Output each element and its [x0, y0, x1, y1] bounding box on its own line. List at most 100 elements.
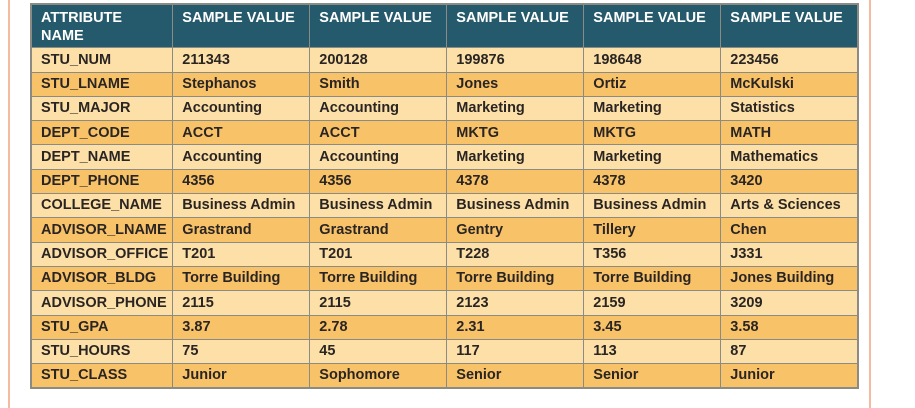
header-sample-value: SAMPLE VALUE	[172, 3, 311, 49]
sample-value-cell: Marketing	[583, 144, 722, 170]
sample-value-cell: Business Admin	[309, 193, 448, 219]
sample-value-cell: Accounting	[172, 144, 311, 170]
sample-value-cell: Smith	[309, 71, 448, 97]
attribute-name-cell: ADVISOR_PHONE	[30, 290, 174, 316]
table-row: DEPT_NAME Accounting Accounting Marketing Ma…	[30, 144, 859, 170]
sample-value-cell: 3420	[720, 168, 859, 195]
sample-value-cell: 117	[446, 338, 585, 365]
attribute-name-cell: DEPT_CODE	[30, 120, 174, 146]
sample-value-cell: Grastrand	[172, 217, 311, 243]
sample-value-cell: Torre Building	[309, 265, 448, 292]
table-row: STU_CLASS Junior Sophomore Senior Senior Juni…	[30, 363, 859, 389]
sample-value-cell: 200128	[309, 47, 448, 73]
table-row: STU_MAJOR Accounting Accounting Marketing Ma…	[30, 95, 859, 122]
sample-value-cell: 113	[583, 338, 722, 365]
attribute-name-cell: DEPT_PHONE	[30, 168, 174, 195]
attribute-name-cell: STU_CLASS	[30, 363, 174, 389]
attribute-name-cell: STU_HOURS	[30, 338, 174, 365]
sample-value-cell: Jones	[446, 71, 585, 97]
header-sample-value: SAMPLE VALUE	[583, 3, 722, 49]
sample-value-cell: 199876	[446, 47, 585, 73]
sample-value-cell: MKTG	[583, 120, 722, 146]
header-sample-value: SAMPLE VALUE	[309, 3, 448, 49]
attribute-name-cell: ADVISOR_OFFICE	[30, 241, 174, 267]
sample-value-cell: Arts & Sciences	[720, 193, 859, 219]
sample-value-cell: Business Admin	[583, 193, 722, 219]
table-row: STU_NUM 211343 200128 199876 198648 223456	[30, 47, 859, 73]
sample-value-cell: ACCT	[172, 120, 311, 146]
sample-value-cell: 4378	[583, 168, 722, 195]
table-body: STU_NUM 211343 200128 199876 198648 223456 STU…	[30, 47, 859, 389]
table-row: STU_LNAME Stephanos Smith Jones Ortiz McKulsk…	[30, 71, 859, 97]
sample-value-cell: Torre Building	[172, 265, 311, 292]
sample-value-cell: 198648	[583, 47, 722, 73]
sample-value-cell: Junior	[172, 363, 311, 389]
table-header: ATTRIBUTE NAME SAMPLE VALUE SAMPLE VALUE SA…	[30, 3, 859, 49]
sample-value-cell: 211343	[172, 47, 311, 73]
sample-value-cell: MATH	[720, 120, 859, 146]
sample-value-cell: 2115	[172, 290, 311, 316]
attribute-name-cell: STU_GPA	[30, 314, 174, 340]
sample-value-cell: 2159	[583, 290, 722, 316]
sample-value-cell: Marketing	[583, 95, 722, 122]
sample-value-cell: MKTG	[446, 120, 585, 146]
sample-value-cell: Ortiz	[583, 71, 722, 97]
sample-value-cell: T356	[583, 241, 722, 267]
sample-value-cell: Senior	[583, 363, 722, 389]
sample-value-cell: 3.45	[583, 314, 722, 340]
sample-value-cell: 4378	[446, 168, 585, 195]
sample-value-cell: 4356	[172, 168, 311, 195]
header-attribute-name: ATTRIBUTE NAME	[30, 3, 174, 49]
sample-value-cell: 3.87	[172, 314, 311, 340]
attribute-name-cell: STU_MAJOR	[30, 95, 174, 122]
sample-value-cell: Accounting	[309, 144, 448, 170]
sample-value-cell: Torre Building	[446, 265, 585, 292]
sample-value-cell: Sophomore	[309, 363, 448, 389]
sample-value-cell: 2.31	[446, 314, 585, 340]
sample-value-cell: McKulski	[720, 71, 859, 97]
sample-value-cell: T201	[309, 241, 448, 267]
sample-value-cell: Statistics	[720, 95, 859, 122]
table-row: ADVISOR_LNAME Grastrand Grastrand Gentry Til…	[30, 217, 859, 243]
attribute-name-cell: STU_LNAME	[30, 71, 174, 97]
sample-value-cell: Gentry	[446, 217, 585, 243]
attribute-name-cell: COLLEGE_NAME	[30, 193, 174, 219]
sample-value-cell: Accounting	[309, 95, 448, 122]
table-row: DEPT_CODE ACCT ACCT MKTG MKTG MATH	[30, 120, 859, 146]
sample-value-cell: 75	[172, 338, 311, 365]
attribute-name-cell: ADVISOR_LNAME	[30, 217, 174, 243]
table-row: DEPT_PHONE 4356 4356 4378 4378 3420	[30, 168, 859, 195]
attribute-name-cell: DEPT_NAME	[30, 144, 174, 170]
sample-value-cell: Marketing	[446, 95, 585, 122]
header-sample-value: SAMPLE VALUE	[720, 3, 859, 49]
table-row: ADVISOR_PHONE 2115 2115 2123 2159 3209	[30, 290, 859, 316]
attribute-name-cell: STU_NUM	[30, 47, 174, 73]
sample-value-cell: Tillery	[583, 217, 722, 243]
header-sample-value: SAMPLE VALUE	[446, 3, 585, 49]
sample-value-cell: 3209	[720, 290, 859, 316]
right-margin-line	[869, 0, 871, 408]
sample-value-cell: Junior	[720, 363, 859, 389]
sample-value-cell: ACCT	[309, 120, 448, 146]
attribute-sample-table: ATTRIBUTE NAME SAMPLE VALUE SAMPLE VALUE SA…	[30, 3, 859, 389]
sample-value-cell: 87	[720, 338, 859, 365]
sample-value-cell: 4356	[309, 168, 448, 195]
sample-value-cell: T201	[172, 241, 311, 267]
header-row: ATTRIBUTE NAME SAMPLE VALUE SAMPLE VALUE SA…	[30, 3, 859, 49]
sample-value-cell: Chen	[720, 217, 859, 243]
sample-value-cell: 2.78	[309, 314, 448, 340]
sample-value-cell: Torre Building	[583, 265, 722, 292]
table-row: COLLEGE_NAME Business Admin Business Admin…	[30, 193, 859, 219]
sample-value-cell: 223456	[720, 47, 859, 73]
sample-value-cell: Grastrand	[309, 217, 448, 243]
table-row: STU_GPA 3.87 2.78 2.31 3.45 3.58	[30, 314, 859, 340]
sample-value-cell: Stephanos	[172, 71, 311, 97]
attribute-name-cell: ADVISOR_BLDG	[30, 265, 174, 292]
sample-value-cell: 2115	[309, 290, 448, 316]
sample-value-cell: 45	[309, 338, 448, 365]
sample-value-cell: Accounting	[172, 95, 311, 122]
sample-value-cell: T228	[446, 241, 585, 267]
sample-value-cell: Business Admin	[172, 193, 311, 219]
sample-value-cell: Business Admin	[446, 193, 585, 219]
